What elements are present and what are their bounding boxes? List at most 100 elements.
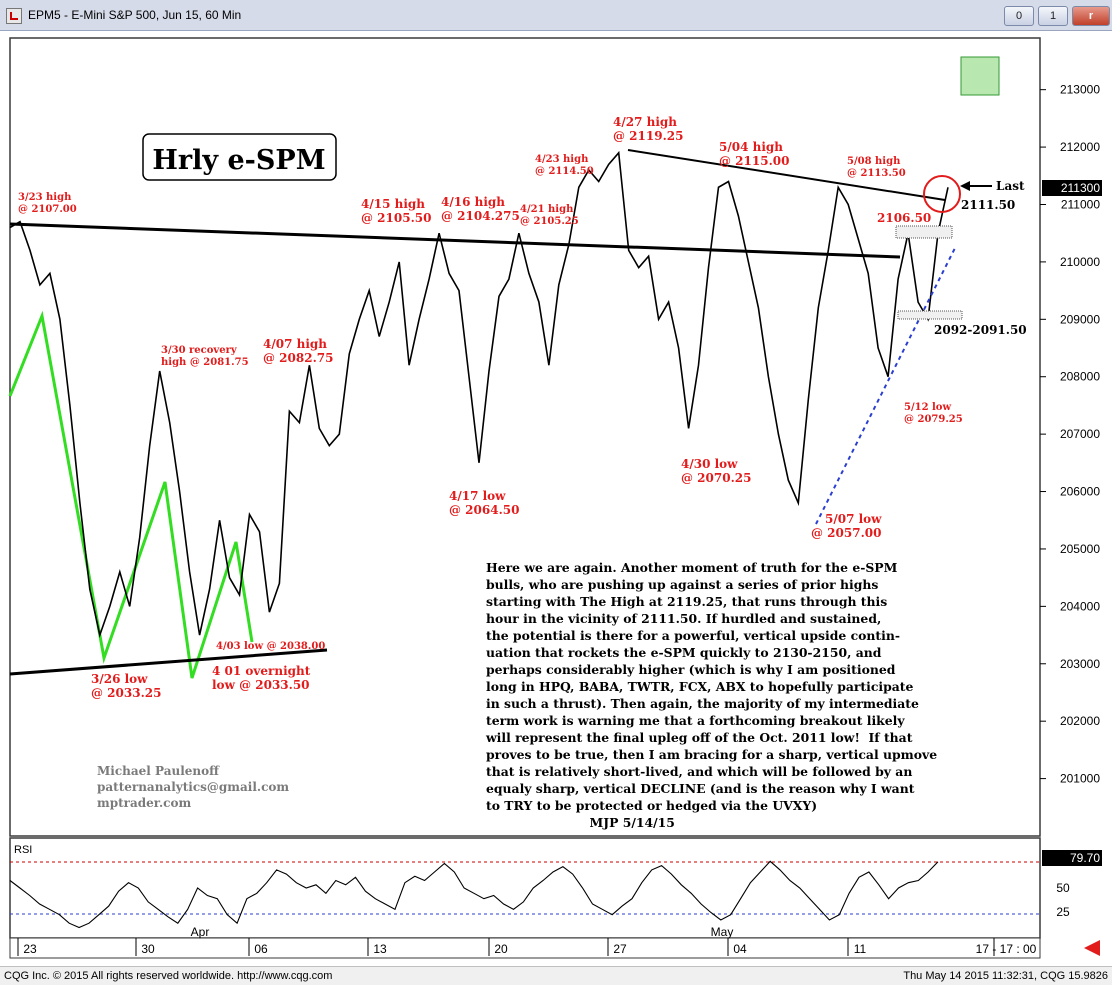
y-tick-label: 206000 bbox=[1060, 485, 1100, 499]
ann-416-high-value: @ 2104.275 bbox=[441, 209, 520, 223]
chart-title-box bbox=[142, 133, 337, 181]
x-tick-label: 23 bbox=[23, 942, 37, 956]
ann-401-low: 4 01 overnight bbox=[212, 664, 311, 678]
ann-504-high: 5/04 high bbox=[719, 140, 783, 154]
window-title: EPM5 - E-Mini S&P 500, Jun 15, 60 Min bbox=[28, 8, 242, 22]
x-axis-strip bbox=[9, 937, 1041, 959]
annotation-group: 3/23 high @ 2107.00 4/15 high @ 2105.50 … bbox=[18, 115, 963, 700]
author-block: Michael Paulenoff patternanalytics@gmail… bbox=[97, 764, 289, 810]
author-site: mptrader.com bbox=[97, 796, 191, 810]
x-axis-ticks: 23 30 Apr 06 13 20 27 May 04 11 17 - 17 : 00 bbox=[17, 925, 1037, 956]
ann-421-high: 4/21 high bbox=[520, 204, 574, 215]
level-labels: 2111.50 2092-2091.50 bbox=[934, 198, 1027, 337]
last-price-box bbox=[1042, 180, 1102, 196]
commentary-line: the potential is there for a powerful, v… bbox=[486, 628, 900, 643]
neckline-trendline bbox=[9, 222, 901, 259]
last-price-value: 211300 bbox=[1061, 181, 1100, 195]
copyright-text: CQG Inc. © 2015 All rights reserved worl… bbox=[4, 970, 333, 982]
rsi-tick-50: 50 bbox=[1056, 881, 1070, 895]
last-label: Last bbox=[996, 179, 1025, 193]
ann-421-high-value: @ 2105.25 bbox=[520, 216, 579, 227]
commentary-text: Here we are again. Another moment of tru… bbox=[486, 559, 966, 831]
ann-326-low-value: @ 2033.25 bbox=[91, 686, 161, 700]
scroll-left-arrow[interactable] bbox=[1084, 940, 1100, 956]
close-button[interactable]: r bbox=[1072, 6, 1110, 26]
minimize-button[interactable]: 0 bbox=[1004, 6, 1034, 26]
commentary-line: will represent the final upleg off of th… bbox=[486, 730, 913, 745]
commentary-line: to TRY to be protected or hedged via the… bbox=[486, 798, 818, 813]
y-axis-ticks: 201000 202000 203000 204000 205000 206000 2070… bbox=[1040, 83, 1100, 786]
x-tick-label: 17 - 17 : 00 bbox=[976, 942, 1037, 956]
ann-427-high-value: @ 2119.25 bbox=[613, 129, 683, 143]
y-tick-label: 201000 bbox=[1060, 772, 1100, 786]
ann-507-low: 5/07 low bbox=[825, 512, 882, 526]
commentary-line: long in HPQ, BABA, TWTR, FCX, ABX to hop… bbox=[486, 679, 914, 694]
ann-415-high-value: @ 2105.50 bbox=[361, 211, 431, 225]
price-series-line bbox=[9, 150, 949, 639]
zigzag-wave bbox=[8, 310, 254, 679]
ann-2106-level: 2106.50 bbox=[877, 211, 931, 225]
ann-323-high-value: @ 2107.00 bbox=[18, 204, 77, 215]
x-tick-label: 30 bbox=[141, 942, 155, 956]
ann-330-high: 3/30 recovery bbox=[161, 345, 238, 356]
rsi-label: RSI bbox=[14, 844, 32, 856]
window-titlebar: EPM5 - E-Mini S&P 500, Jun 15, 60 Min 0 … bbox=[0, 0, 1112, 31]
rsi-value-box bbox=[1042, 850, 1102, 866]
commentary-line: equaly sharp, vertical DECLINE (and is t… bbox=[486, 781, 915, 796]
commentary-line: term work is warning me that a forthcomi… bbox=[486, 713, 905, 728]
x-tick-label: 27 bbox=[613, 942, 627, 956]
x-tick-label: 04 bbox=[733, 942, 747, 956]
y-tick-label: 208000 bbox=[1060, 370, 1100, 384]
y-tick-label: 211000 bbox=[1061, 197, 1100, 211]
support-box bbox=[897, 310, 963, 320]
rsi-tick-25: 25 bbox=[1056, 905, 1070, 919]
commentary-line: Here we are again. Another moment of tru… bbox=[486, 560, 898, 575]
commentary-line: bulls, who are pushing up against a seri… bbox=[486, 577, 879, 592]
maximize-button[interactable]: 1 bbox=[1038, 6, 1068, 26]
ann-504-high-value: @ 2115.00 bbox=[719, 154, 789, 168]
rsi-panel bbox=[9, 837, 1041, 939]
ann-507-low-value: @ 2057.00 bbox=[811, 526, 881, 540]
lower-trendline bbox=[9, 648, 328, 676]
ann-417-low: 4/17 low bbox=[449, 489, 506, 503]
commentary-line: proves to be true, then I am bracing for… bbox=[486, 747, 938, 762]
ann-423-high-value: @ 2114.50 bbox=[535, 166, 594, 177]
ann-512-low: 5/12 low bbox=[904, 402, 951, 413]
y-tick-label: 207000 bbox=[1060, 427, 1100, 441]
ann-407-high-value: @ 2082.75 bbox=[263, 351, 333, 365]
ann-416-high: 4/16 high bbox=[441, 195, 505, 209]
support-dotted-line bbox=[815, 247, 956, 525]
x-tick-label: May bbox=[711, 925, 734, 939]
chart-title: Hrly e-SPM bbox=[152, 145, 325, 176]
y-tick-label: 205000 bbox=[1060, 542, 1100, 556]
ann-423-high: 4/23 high bbox=[535, 154, 589, 165]
highlight-circle bbox=[923, 175, 961, 213]
chart-canvas[interactable]: 201000 202000 203000 204000 205000 206000 2070… bbox=[0, 30, 1112, 966]
ann-427-high: 4/27 high bbox=[613, 115, 677, 129]
ann-323-high: 3/23 high bbox=[18, 192, 72, 203]
y-tick-label: 213000 bbox=[1060, 83, 1100, 97]
ann-330-high-value: high @ 2081.75 bbox=[161, 357, 249, 368]
ann-430-low: 4/30 low bbox=[681, 457, 738, 471]
x-tick-label: 11 bbox=[854, 942, 867, 956]
y-tick-label: 209000 bbox=[1060, 312, 1100, 326]
commentary-line: uation that rockets the e-SPM quickly to… bbox=[486, 645, 882, 660]
ann-326-low: 3/26 low bbox=[91, 672, 148, 686]
y-tick-label: 210000 bbox=[1060, 255, 1100, 269]
commentary-line: that is relatively short-lived, and whic… bbox=[486, 764, 913, 779]
y-tick-label: 203000 bbox=[1060, 657, 1100, 671]
ann-508-high: 5/08 high bbox=[847, 156, 901, 167]
x-tick-label: 20 bbox=[494, 942, 508, 956]
rsi-value: 79.70 bbox=[1070, 851, 1100, 865]
commentary-line: starting with The High at 2119.25, that … bbox=[486, 594, 888, 609]
y-tick-label: 204000 bbox=[1060, 599, 1100, 613]
status-bar: CQG Inc. © 2015 All rights reserved worl… bbox=[0, 966, 1112, 985]
resistance-box bbox=[895, 225, 953, 239]
last-arrow-head bbox=[960, 181, 970, 191]
timestamp-text: Thu May 14 2015 11:32:31, CQG 15.9826 bbox=[903, 970, 1108, 982]
commentary-line: MJP 5/14/15 bbox=[486, 815, 675, 830]
ann-407-high: 4/07 high bbox=[263, 337, 327, 351]
commentary-line: perhaps considerably higher (which is wh… bbox=[486, 662, 896, 677]
author-email: patternanalytics@gmail.com bbox=[97, 780, 289, 794]
indicator-square bbox=[960, 56, 1000, 96]
